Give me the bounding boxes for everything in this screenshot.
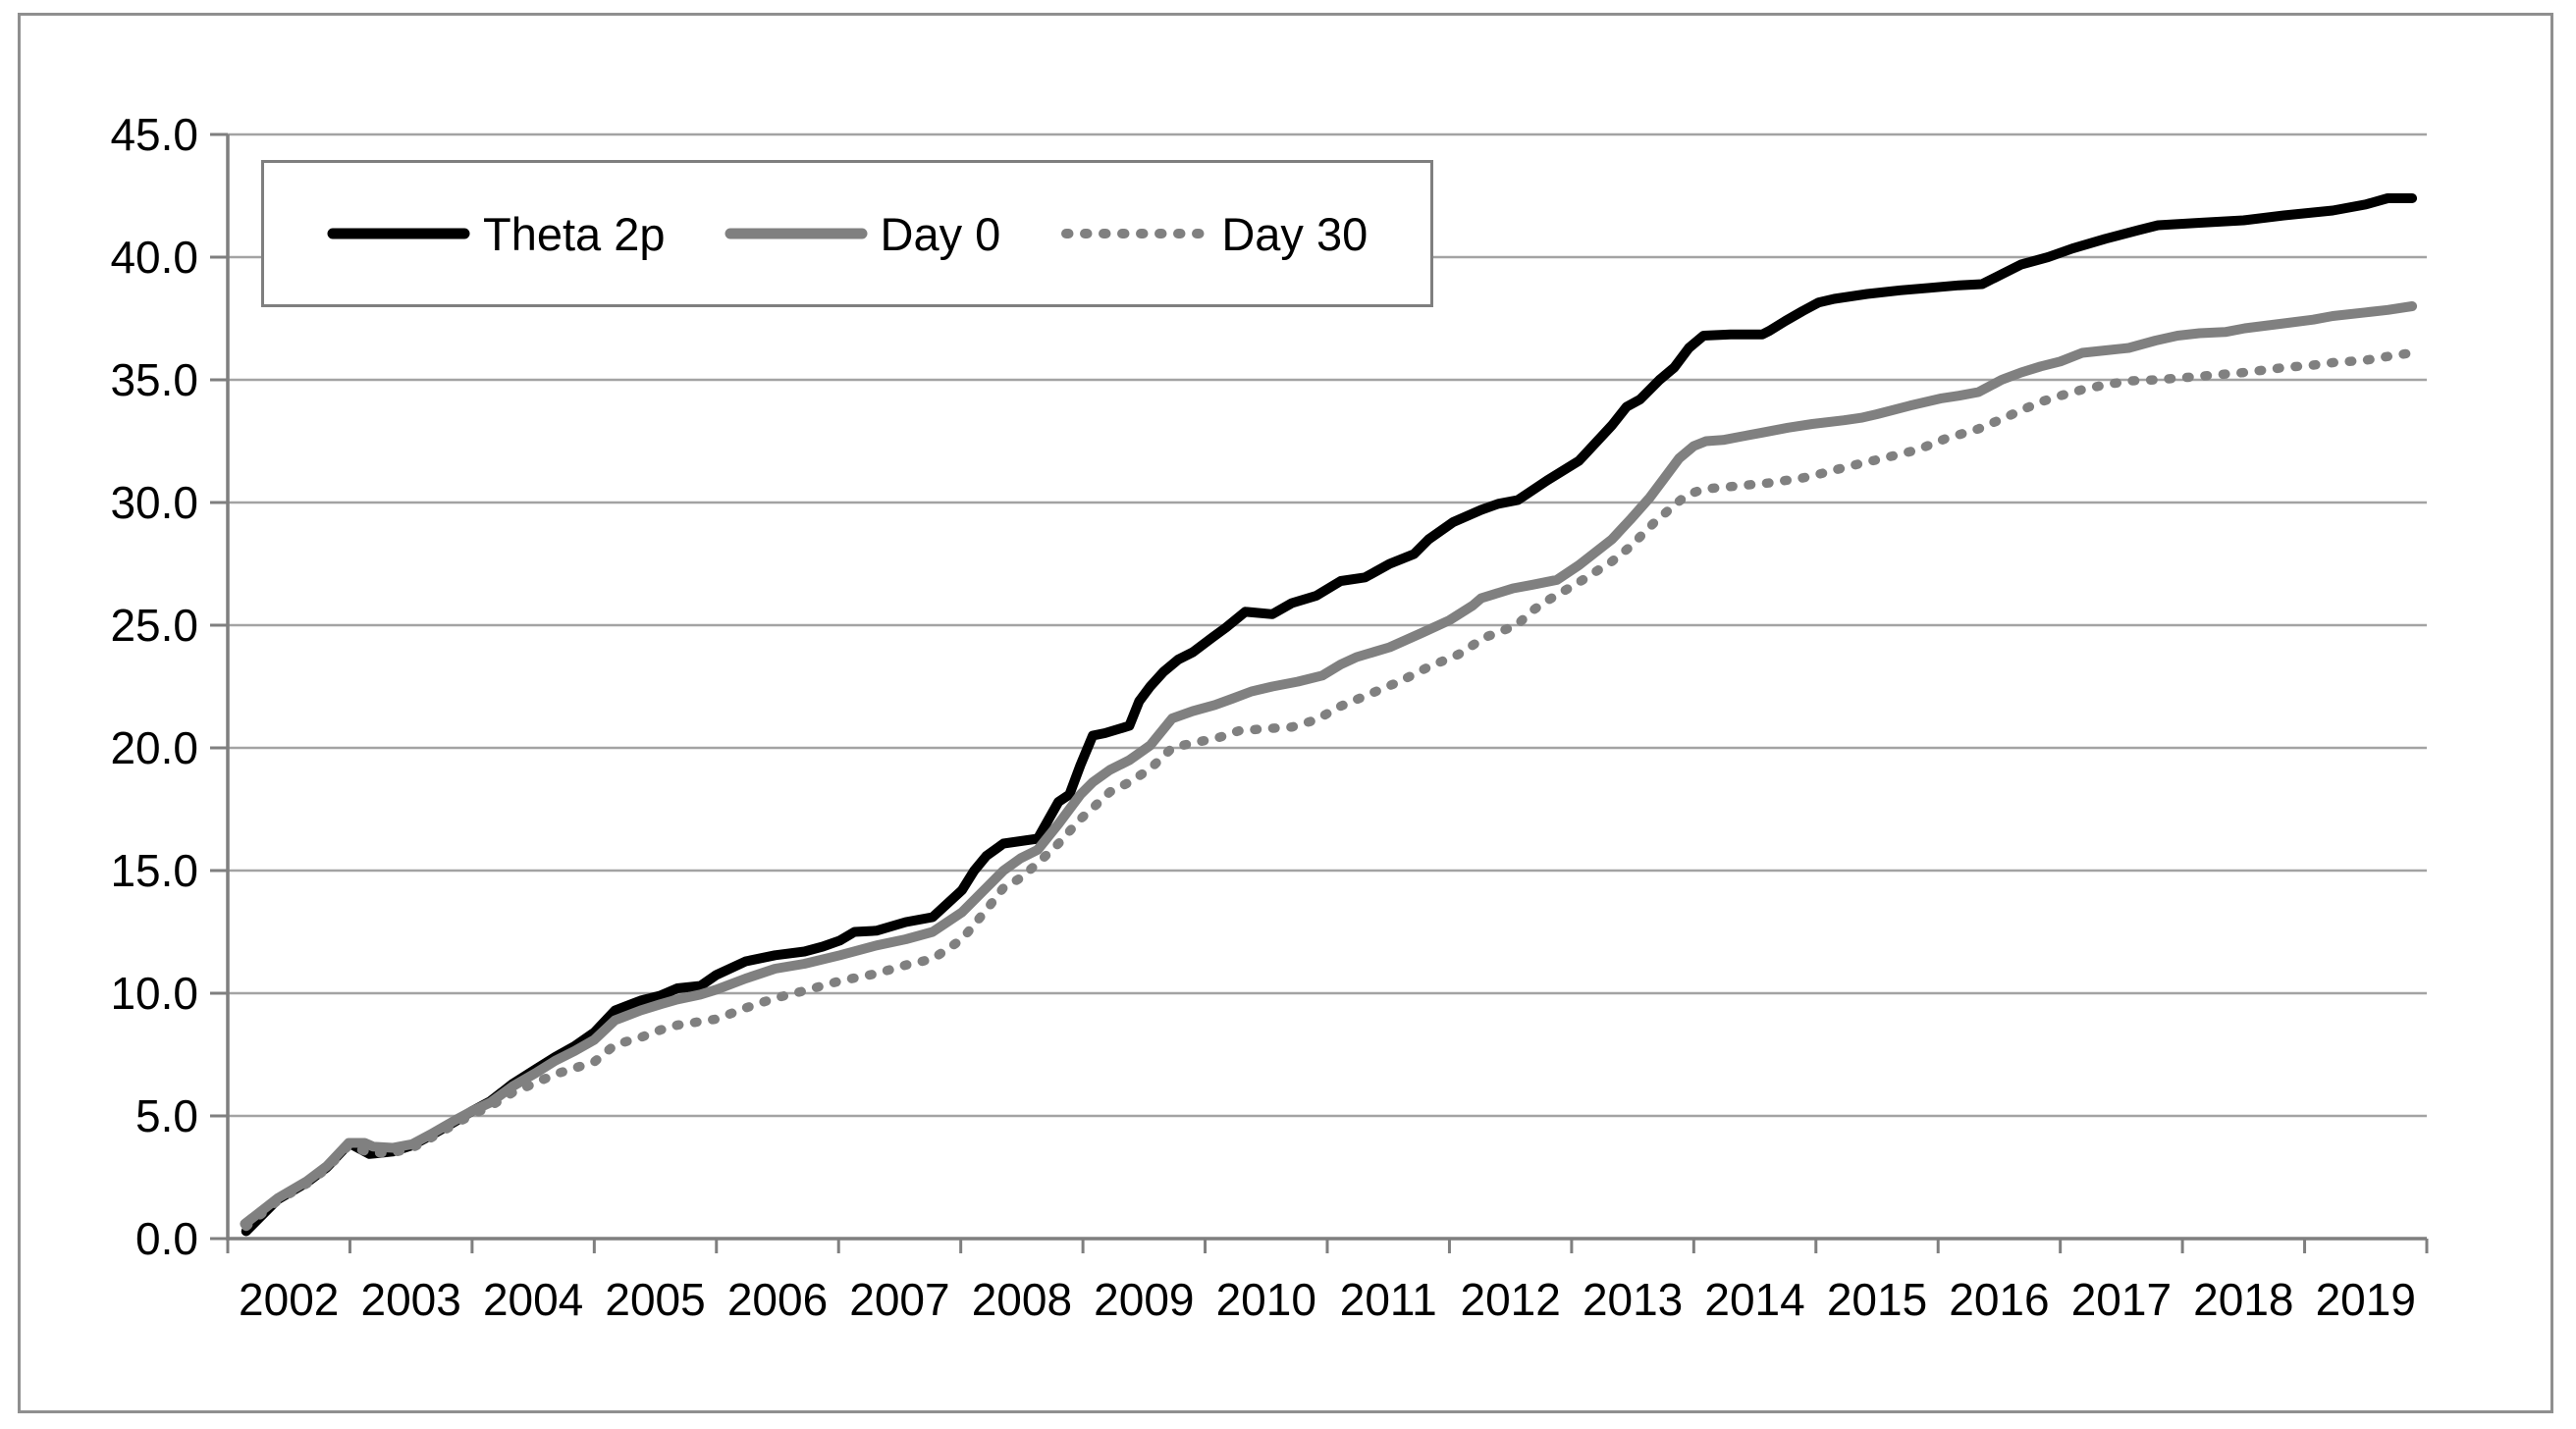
series-day-30 [241, 347, 2417, 1232]
legend: Theta 2p Day 0 Day 30 [261, 160, 1433, 307]
x-tick-label: 2006 [727, 1274, 828, 1325]
y-tick-label: 35.0 [110, 354, 198, 405]
y-tick-label: 40.0 [110, 232, 198, 283]
x-tick-label: 2010 [1216, 1274, 1316, 1325]
y-tick-label: 5.0 [135, 1090, 198, 1141]
legend-entry-day-30: Day 30 [1059, 211, 1368, 257]
legend-label-day-30: Day 30 [1221, 207, 1368, 260]
y-tick-label: 15.0 [110, 845, 198, 896]
x-tick-label: 2017 [2071, 1274, 2172, 1325]
legend-label-day-0: Day 0 [880, 207, 1001, 260]
x-tick-label: 2004 [483, 1274, 583, 1325]
x-tick-label: 2005 [605, 1274, 705, 1325]
x-tick-label: 2016 [1949, 1274, 2049, 1325]
legend-label-theta-2p: Theta 2p [483, 207, 666, 260]
x-tick-label: 2011 [1340, 1274, 1437, 1325]
legend-swatch-solid-gray-icon [724, 228, 868, 239]
legend-swatch-dotted-gray-icon [1061, 229, 1209, 238]
x-tick-label: 2013 [1583, 1274, 1683, 1325]
x-tick-label: 2018 [2193, 1274, 2293, 1325]
legend-entry-day-0: Day 0 [724, 207, 1001, 260]
legend-swatch-solid-black-icon [327, 228, 470, 239]
x-tick-label: 2019 [2316, 1274, 2416, 1325]
y-tick-label: 45.0 [110, 109, 198, 160]
x-tick-label: 2002 [239, 1274, 339, 1325]
y-tick-label: 25.0 [110, 600, 198, 651]
x-tick-label: 2007 [849, 1274, 949, 1325]
series-theta-2p [241, 193, 2418, 1237]
legend-entry-theta-2p: Theta 2p [327, 211, 666, 257]
x-tick-label: 2009 [1094, 1274, 1194, 1325]
x-tick-label: 2014 [1704, 1274, 1804, 1325]
x-tick-label: 2015 [1827, 1274, 1927, 1325]
x-tick-label: 2008 [972, 1274, 1072, 1325]
y-tick-label: 30.0 [110, 477, 198, 528]
y-tick-label: 20.0 [110, 722, 198, 773]
x-tick-label: 2003 [360, 1274, 460, 1325]
y-tick-label: 10.0 [110, 968, 198, 1019]
x-tick-label: 2012 [1460, 1274, 1560, 1325]
series-day-0 [240, 301, 2418, 1229]
y-tick-label: 0.0 [135, 1213, 198, 1264]
